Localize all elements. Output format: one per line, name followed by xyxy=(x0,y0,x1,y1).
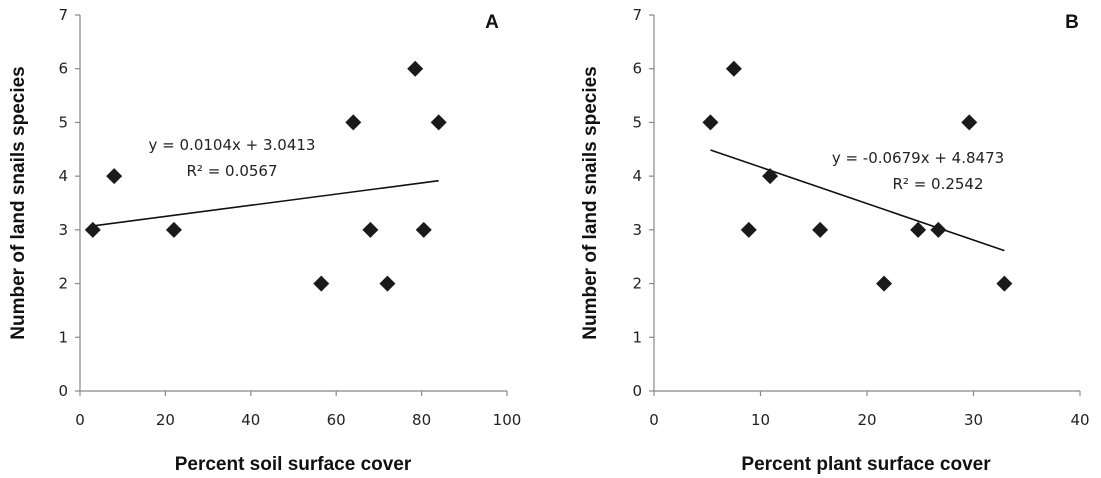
y-tick-label: 5 xyxy=(58,113,68,131)
x-tick-label: 0 xyxy=(649,411,659,429)
panel-label: B xyxy=(1065,12,1079,33)
x-tick-label: 0 xyxy=(75,411,85,429)
data-point xyxy=(740,221,757,238)
y-tick-label: 2 xyxy=(632,275,642,293)
data-point xyxy=(762,168,779,185)
data-point xyxy=(812,221,829,238)
data-point xyxy=(407,60,424,77)
x-tick-label: 100 xyxy=(493,411,522,429)
x-tick-label: 40 xyxy=(241,411,260,429)
data-point xyxy=(702,114,719,131)
y-tick-label: 2 xyxy=(58,275,68,293)
x-tick-label: 60 xyxy=(327,411,346,429)
x-axis-title: Percent plant surface cover xyxy=(741,454,991,475)
trendline-equation: y = 0.0104x + 3.0413 xyxy=(149,136,316,154)
y-tick-label: 7 xyxy=(58,6,68,24)
data-point xyxy=(165,221,182,238)
y-tick-label: 6 xyxy=(58,60,68,78)
trendline xyxy=(92,179,439,227)
x-tick-label: 20 xyxy=(857,411,876,429)
y-tick-label: 4 xyxy=(632,167,642,185)
data-point xyxy=(313,275,330,292)
data-point xyxy=(415,221,432,238)
y-tick-label: 1 xyxy=(632,328,642,346)
x-tick-label: 30 xyxy=(964,411,983,429)
trendline-equation: y = -0.0679x + 4.8473 xyxy=(832,149,1004,167)
data-point xyxy=(362,221,379,238)
data-point xyxy=(910,221,927,238)
data-point xyxy=(961,114,978,131)
x-tick-label: 20 xyxy=(156,411,175,429)
data-point xyxy=(876,275,893,292)
data-point xyxy=(345,114,362,131)
y-tick-label: 6 xyxy=(632,60,642,78)
y-tick-label: 3 xyxy=(632,221,642,239)
r-squared-label: R² = 0.0567 xyxy=(186,162,277,180)
y-tick-label: 0 xyxy=(632,382,642,400)
y-tick-label: 3 xyxy=(58,221,68,239)
y-axis-title: Number of land snails species xyxy=(580,66,601,339)
panel-label: A xyxy=(485,12,499,33)
data-point xyxy=(930,221,947,238)
data-point xyxy=(84,221,101,238)
y-tick-label: 4 xyxy=(58,167,68,185)
y-tick-label: 1 xyxy=(58,328,68,346)
r-squared-label: R² = 0.2542 xyxy=(892,175,983,193)
x-axis-title: Percent soil surface cover xyxy=(175,454,412,475)
x-tick-label: 10 xyxy=(751,411,770,429)
y-tick-label: 5 xyxy=(632,113,642,131)
y-tick-label: 7 xyxy=(632,6,642,24)
y-tick-label: 0 xyxy=(58,382,68,400)
data-point xyxy=(996,275,1013,292)
data-point xyxy=(430,114,447,131)
y-axis-title: Number of land snails species xyxy=(8,66,29,339)
panel-a: 0 1 2 3 4 5 6 7 0 20 40 60 80 100 y = 0.0104x + 3.0413… xyxy=(8,6,521,475)
data-point xyxy=(725,60,742,77)
data-point xyxy=(106,168,123,185)
trendline xyxy=(710,149,1005,252)
x-tick-label: 80 xyxy=(412,411,431,429)
data-point xyxy=(379,275,396,292)
x-tick-label: 40 xyxy=(1070,411,1089,429)
panel-b: 0 1 2 3 4 5 6 7 0 10 20 30 40 y = -0.0679x + 4.8473 R²… xyxy=(580,6,1090,475)
